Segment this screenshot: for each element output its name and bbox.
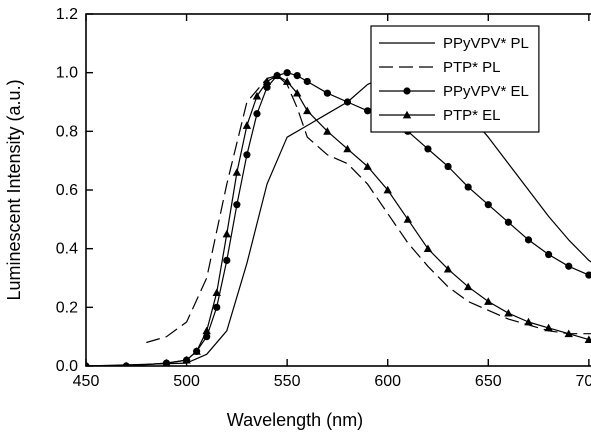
series-ptp-el [86,71,591,366]
data-point-triangle [202,326,211,335]
data-point-circle [283,69,291,77]
data-point-circle [484,201,492,209]
data-point-triangle [363,162,372,170]
data-point-triangle [443,265,453,273]
y-tick-label: 1.0 [56,65,78,82]
data-point-triangle [383,185,392,194]
y-tick-label: 0.0 [56,358,78,375]
data-point-triangle [403,215,413,223]
legend-label: PTP* PL [443,59,501,76]
legend-label: PPyVPV* EL [443,83,529,100]
data-point-triangle [192,347,201,355]
x-tick-label: 550 [274,373,301,390]
series-ptp-pl [146,74,591,344]
y-tick-label: 0.4 [56,241,78,258]
y-tick-label: 0.8 [56,123,78,140]
ticks-layer: 4505005506006507007508000.00.20.40.60.81… [56,6,591,390]
data-point-triangle [123,361,129,366]
data-point-circle [293,72,301,80]
data-point-triangle [252,91,262,100]
data-point-circle [424,145,432,153]
data-point-circle [243,151,251,159]
series-layer [86,69,591,366]
data-point-circle [585,271,591,279]
y-tick-label: 1.2 [56,6,78,23]
data-point-circle [343,98,352,106]
legend-marker-circle [403,87,411,95]
legend-label: PPyVPV* PL [443,35,529,52]
data-point-triangle [222,229,231,238]
data-point-triangle [463,282,473,291]
x-tick-label: 450 [73,373,100,390]
data-point-circle [364,107,372,115]
data-point-circle [213,303,221,311]
legend-box [370,25,540,133]
legend-label: PTP* EL [443,107,501,124]
x-tick-label: 700 [576,373,591,390]
legend: PPyVPV* PL PTP* PL PPyVPV* EL PTP* EL [370,25,540,133]
data-point-triangle [293,89,302,97]
y-tick-label: 0.2 [56,299,78,316]
data-point-triangle [504,309,513,317]
data-point-triangle [272,71,282,79]
data-point-triangle [564,329,573,338]
data-point-circle [504,218,512,226]
data-point-circle [303,77,311,86]
series-line [86,74,591,366]
series-line [146,74,591,344]
data-point-triangle [323,127,332,135]
data-point-triangle [544,323,553,332]
data-point-triangle [584,335,591,343]
data-point-circle [253,110,261,118]
data-point-triangle [484,297,493,305]
data-point-circle [444,162,452,171]
data-point-circle [464,183,472,191]
data-point-circle [263,83,271,91]
data-point-triangle [282,77,292,85]
data-point-circle [565,262,573,270]
data-point-triangle [303,106,312,115]
y-tick-label: 0.6 [56,182,78,199]
data-point-triangle [162,358,171,366]
data-point-triangle [232,168,242,176]
x-tick-label: 600 [374,373,401,390]
data-point-circle [524,236,533,244]
data-point-triangle [524,317,533,326]
data-point-triangle [242,121,252,129]
x-axis-title: Wavelength (nm) [227,410,363,430]
data-point-triangle [262,77,272,85]
data-point-triangle [343,144,352,153]
data-point-triangle [212,288,221,297]
data-point-circle [323,89,331,97]
data-point-circle [233,201,241,209]
data-point-triangle [423,244,433,253]
legend-marker-triangle [402,110,412,119]
y-axis-title: Luminescent Intensity (a.u.) [4,79,24,300]
data-point-circle [223,256,231,264]
x-tick-label: 650 [475,373,502,390]
x-tick-label: 500 [173,373,200,390]
data-point-circle [545,250,553,259]
